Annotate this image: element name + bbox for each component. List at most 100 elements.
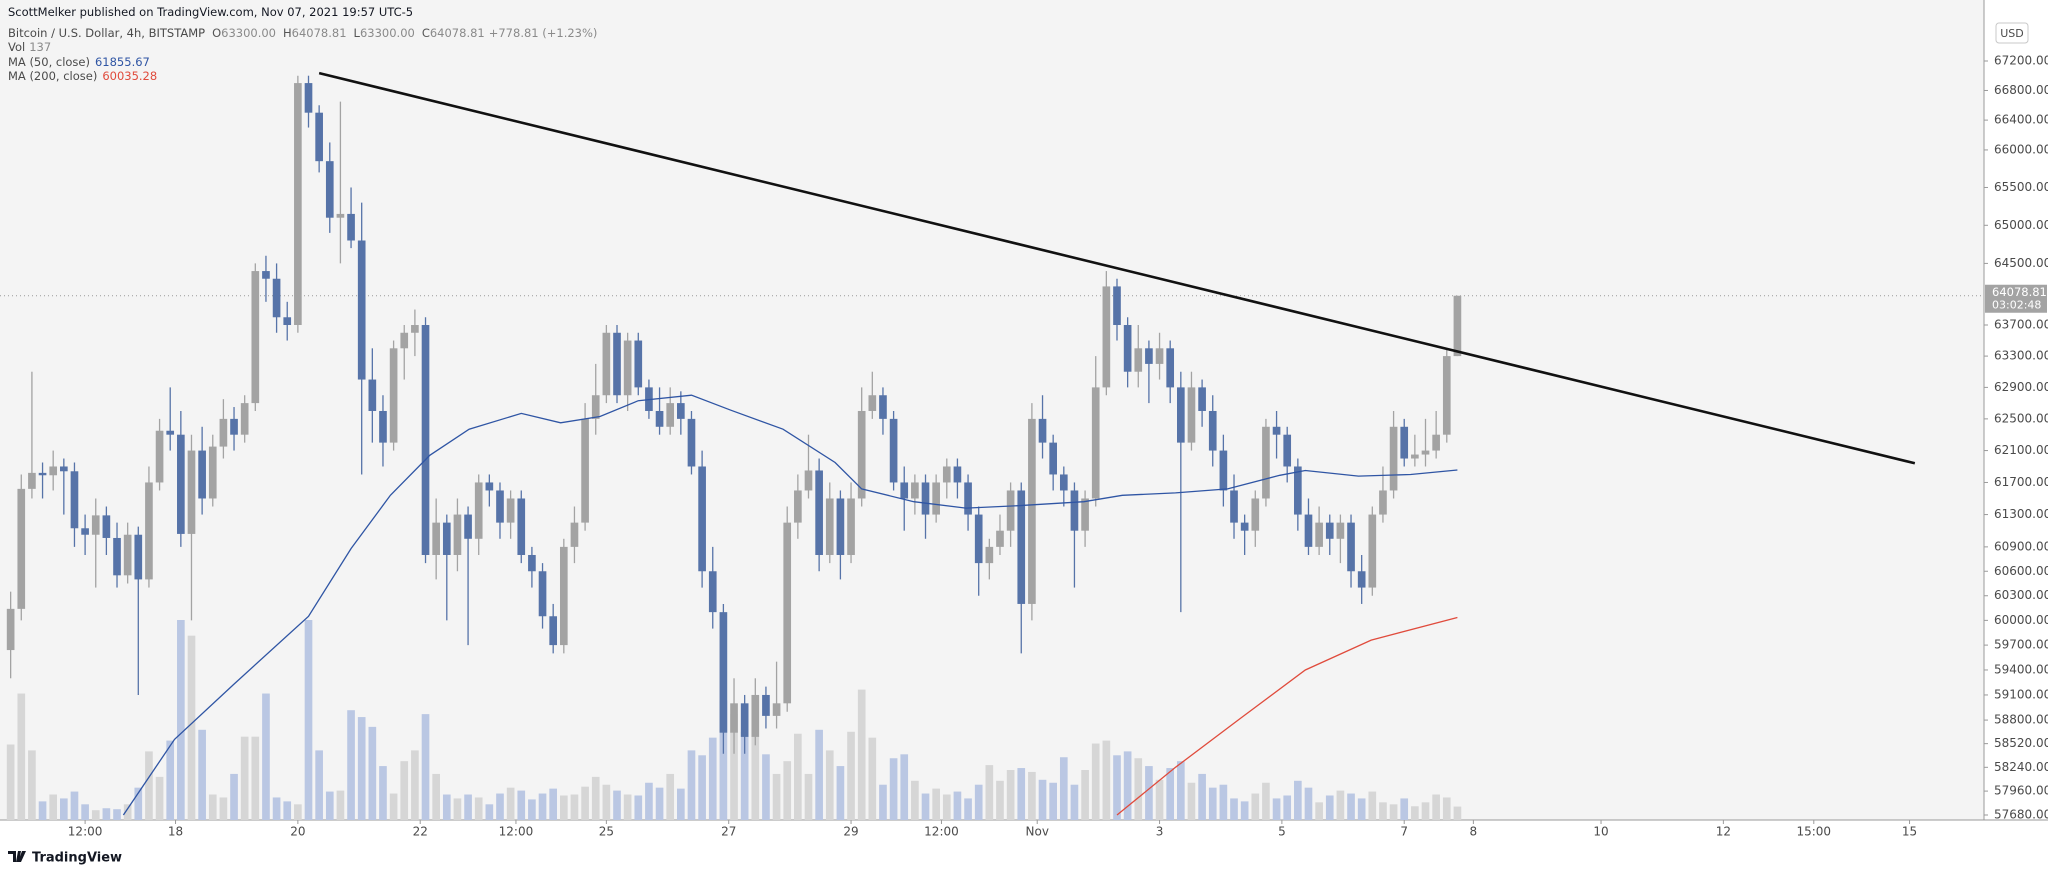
candle-body [549, 616, 558, 646]
volume-bar [751, 736, 760, 820]
volume-bar [996, 780, 1004, 820]
candle-body [1028, 418, 1036, 604]
y-tick-label: 65500.00 [1994, 180, 2048, 194]
volume-bar [942, 794, 951, 820]
candle-body [1325, 522, 1334, 539]
volume-bar [804, 773, 813, 820]
volume-bar [719, 700, 728, 820]
y-tick-label: 62900.00 [1994, 380, 2048, 394]
volume-bar [411, 750, 419, 820]
candle-body [1262, 426, 1270, 499]
ohlc-key: H [283, 25, 292, 40]
candle-body [857, 410, 866, 499]
y-tick-label: 60900.00 [1994, 539, 2048, 553]
volume-bar [1421, 802, 1430, 820]
candle-body [942, 466, 951, 483]
volume-bar [889, 758, 898, 820]
volume-bar [336, 790, 345, 820]
moving-average-line [1116, 616, 1458, 816]
candle-body [1123, 325, 1132, 372]
x-tick-label: 8 [1470, 825, 1478, 839]
currency-badge[interactable] [1995, 22, 2029, 44]
candle-body [794, 490, 802, 523]
volume-bar [794, 733, 802, 820]
candle-body [751, 694, 760, 737]
candle-body [474, 482, 483, 539]
volume-bar [570, 794, 579, 820]
volume-bar [772, 773, 781, 820]
candle-body [655, 410, 664, 427]
volume-bar [219, 797, 228, 820]
volume-bar [1028, 771, 1036, 820]
ohlc-value: 63300.00 [359, 25, 415, 40]
volume-bar [666, 773, 675, 820]
volume-bar [836, 766, 845, 820]
volume-bar [1325, 795, 1334, 820]
candle-body [1113, 286, 1121, 326]
price-label-box [1985, 284, 2047, 313]
currency-label: USD [2000, 27, 2024, 40]
y-tick-label: 66400.00 [1994, 113, 2048, 127]
y-tick-label: 60600.00 [1994, 564, 2048, 578]
volume-bar [613, 790, 621, 820]
candle-body [91, 515, 100, 535]
x-tick-label: 20 [290, 825, 305, 839]
volume-bar [879, 784, 887, 820]
volume-bar [1113, 755, 1121, 820]
volume-bar [1145, 766, 1153, 820]
volume-row: Vol 137 [8, 40, 597, 55]
candle-body [602, 332, 611, 396]
volume-bar [911, 780, 919, 820]
candle-body [368, 379, 377, 411]
volume-bar [708, 737, 717, 820]
ohlc-value: 64078.81 [291, 25, 347, 40]
candle-body [1102, 286, 1111, 388]
volume-bar [634, 795, 643, 820]
volume-bar [134, 787, 143, 820]
candle-body [677, 403, 685, 419]
volume-bar [825, 750, 834, 820]
volume-bar [496, 793, 504, 820]
volume-bar [59, 798, 68, 820]
candle-body [59, 466, 68, 472]
candle-body [1251, 498, 1260, 531]
volume-bar [1102, 740, 1111, 820]
legend: ScottMelker published on TradingView.com… [8, 5, 597, 84]
candle-body [719, 612, 728, 733]
volume-bar [17, 693, 26, 820]
candle-body [517, 498, 526, 555]
volume-bar [900, 754, 909, 820]
x-tick-label: 15 [1902, 825, 1917, 839]
candle-body [1155, 348, 1164, 364]
candle-body [1059, 474, 1068, 491]
x-tick-label: 12:00 [924, 825, 959, 839]
candle-body [485, 482, 494, 491]
ohlc-key: O [212, 25, 222, 40]
candle-body [1081, 498, 1089, 531]
candle-body [1442, 356, 1451, 435]
branding: TradingView [8, 851, 122, 866]
x-tick-label: 27 [721, 825, 736, 839]
candle-body [145, 482, 153, 580]
volume-bar [847, 731, 855, 820]
volume-bar [1230, 798, 1238, 820]
candle-body [1294, 466, 1302, 515]
volume-bar [783, 761, 792, 820]
ma-name: MA (50, close) [8, 54, 90, 69]
trendline [318, 71, 1916, 465]
volume-bar [921, 793, 930, 820]
candle-body [1166, 348, 1175, 388]
candle-body [1049, 442, 1057, 475]
volume-bar [28, 750, 36, 820]
volume-bar [198, 729, 206, 820]
volume-bar [645, 782, 653, 820]
volume-bar [730, 714, 738, 820]
y-tick-label: 67200.00 [1994, 54, 2048, 68]
volume-bar [155, 776, 164, 820]
volume-bar [272, 797, 281, 820]
candle-body [613, 332, 621, 396]
candle-body [336, 213, 345, 218]
volume-bar [1187, 782, 1196, 820]
ma-value: 60035.28 [102, 69, 158, 83]
